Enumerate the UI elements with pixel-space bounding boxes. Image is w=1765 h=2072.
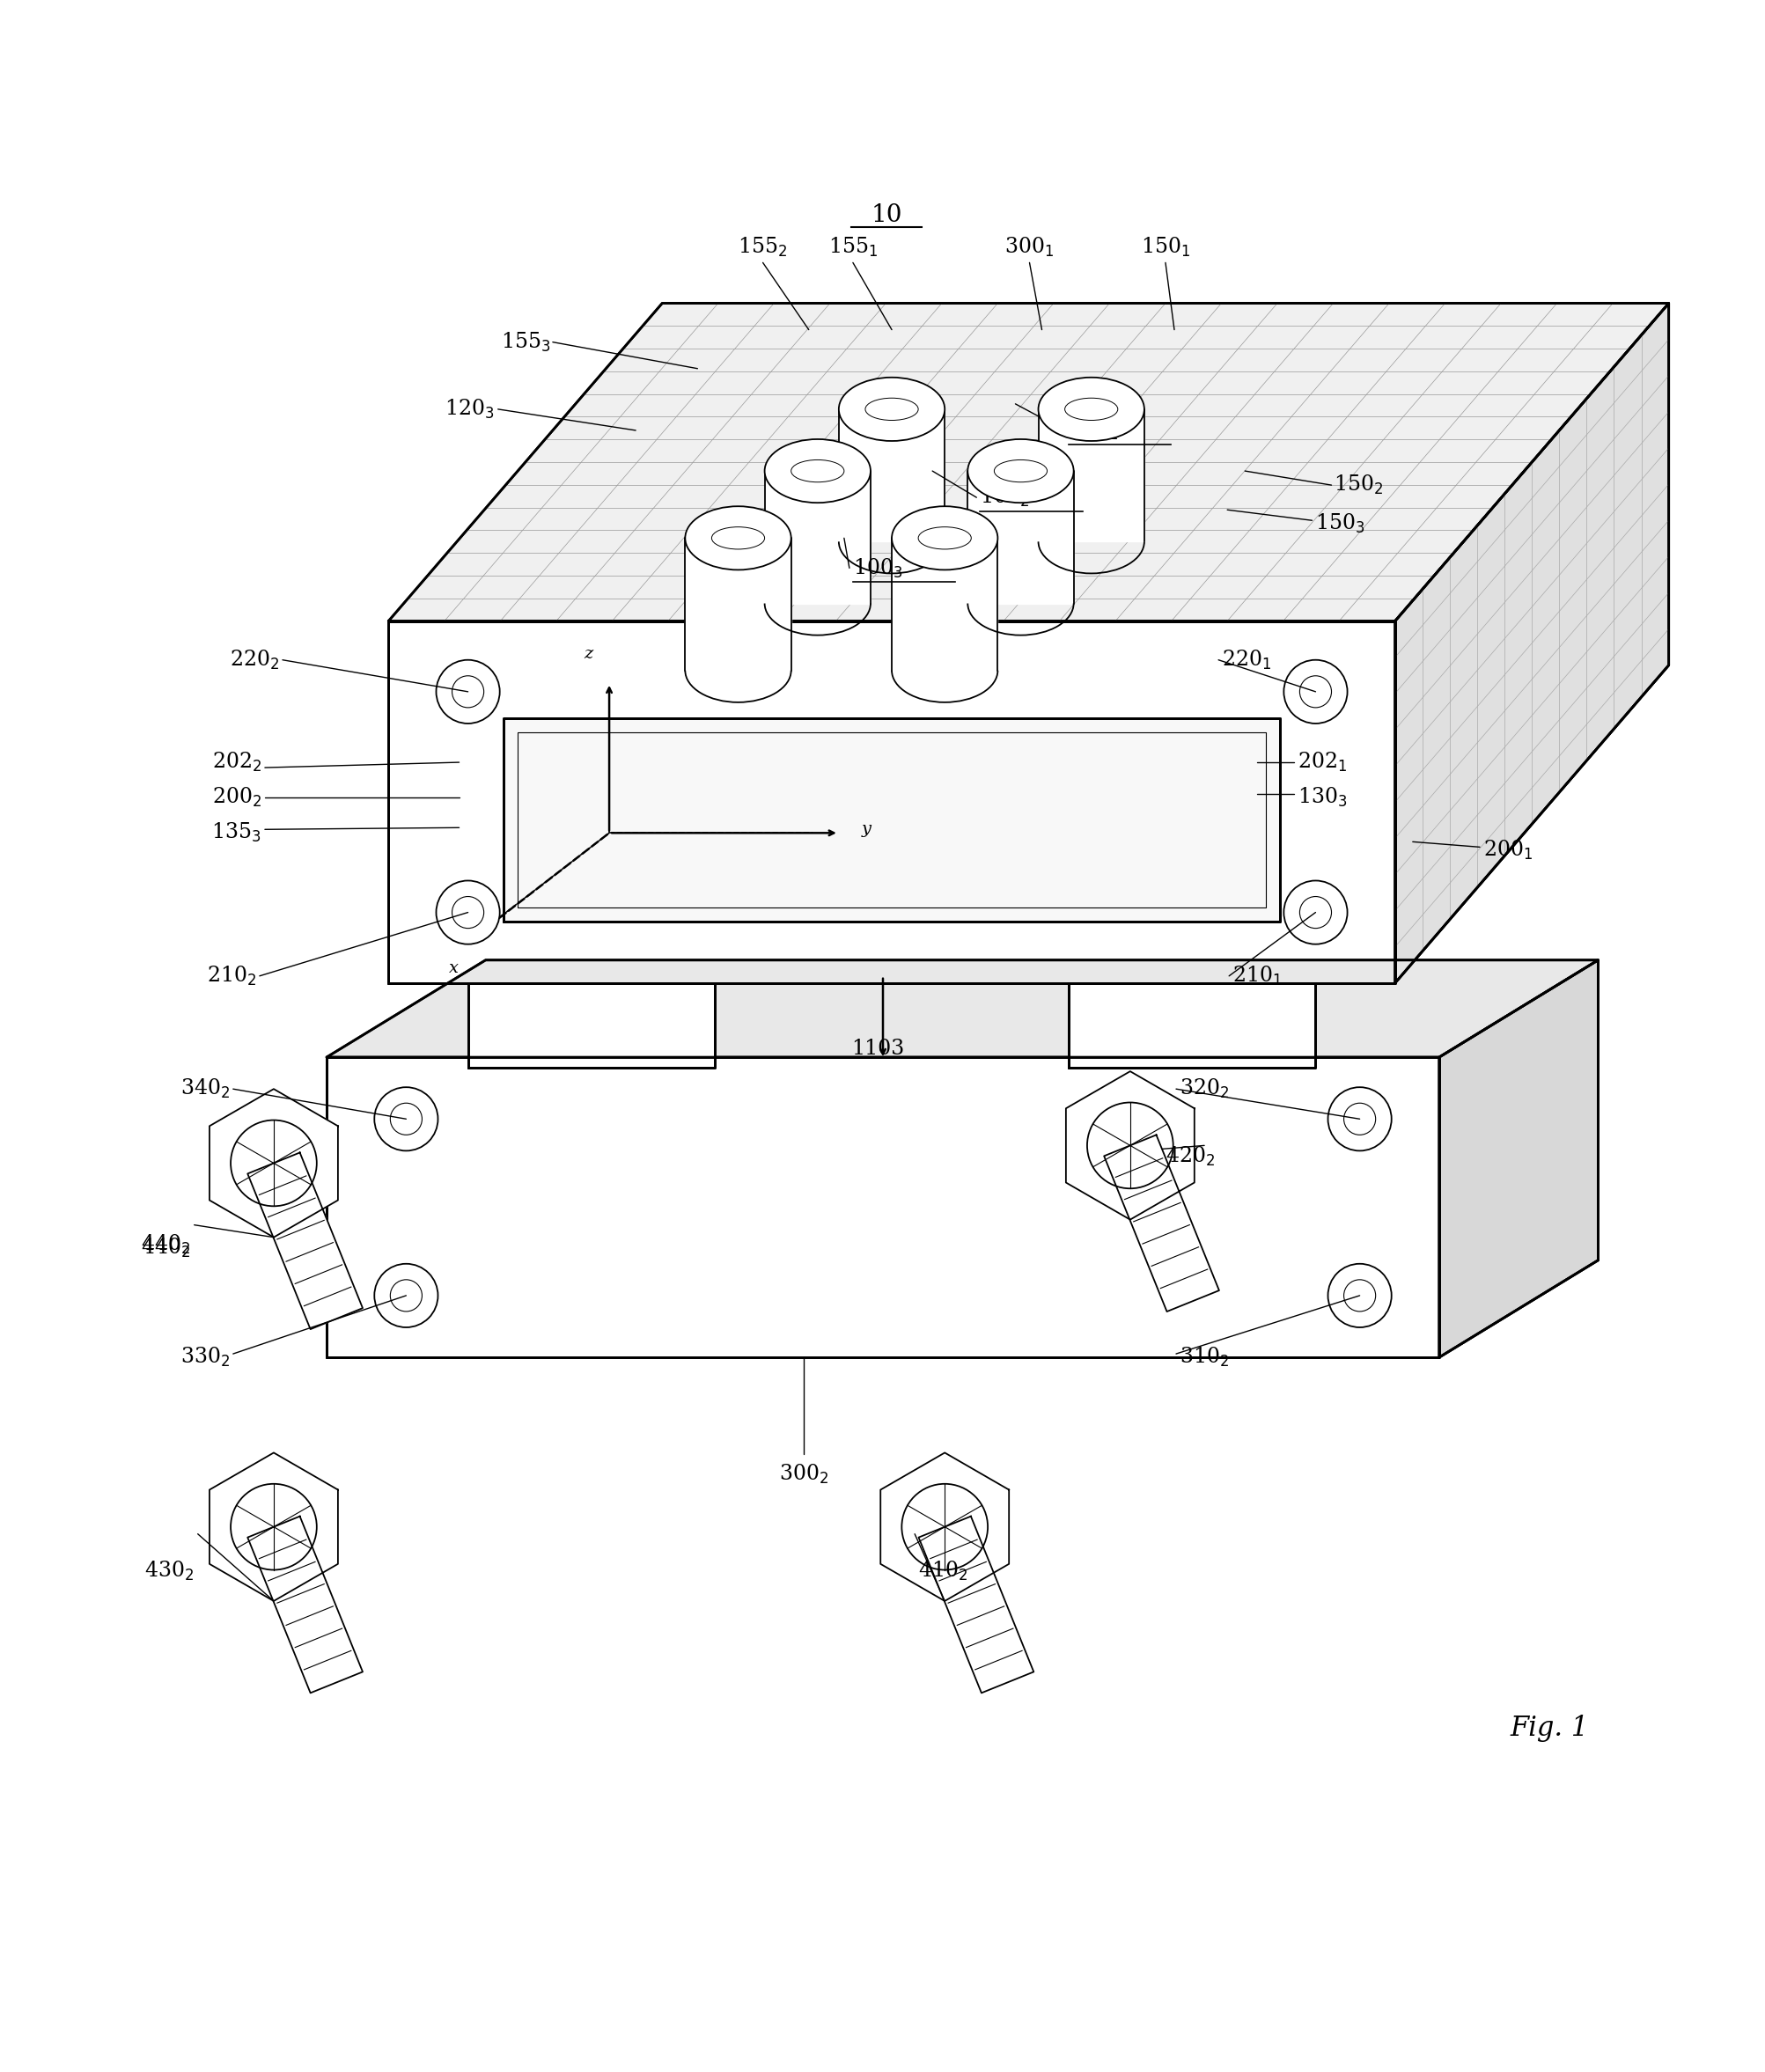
Polygon shape xyxy=(327,959,1597,1057)
Polygon shape xyxy=(210,1452,337,1602)
Polygon shape xyxy=(1066,1071,1193,1220)
Text: 202$_1$: 202$_1$ xyxy=(1297,750,1347,773)
Text: 150$_2$: 150$_2$ xyxy=(1333,474,1382,497)
Text: Fig. 1: Fig. 1 xyxy=(1509,1714,1587,1743)
Text: 220$_2$: 220$_2$ xyxy=(229,649,279,671)
Circle shape xyxy=(374,1088,438,1150)
Polygon shape xyxy=(327,1057,1438,1357)
Polygon shape xyxy=(891,539,997,671)
Text: 155$_3$: 155$_3$ xyxy=(501,332,551,354)
Text: 100$_3$: 100$_3$ xyxy=(852,557,902,580)
Text: 440$_2$: 440$_2$ xyxy=(141,1233,191,1256)
Polygon shape xyxy=(1394,303,1668,982)
Ellipse shape xyxy=(1038,377,1144,441)
Text: 220$_1$: 220$_1$ xyxy=(1221,649,1271,671)
Text: 1103: 1103 xyxy=(851,1038,904,1059)
Text: 430$_2$: 430$_2$ xyxy=(145,1560,194,1583)
Ellipse shape xyxy=(967,439,1073,503)
Polygon shape xyxy=(388,622,1394,982)
Text: 10: 10 xyxy=(870,203,902,226)
Polygon shape xyxy=(685,539,791,671)
Polygon shape xyxy=(247,1152,362,1330)
Polygon shape xyxy=(1103,1135,1218,1312)
Polygon shape xyxy=(210,1090,337,1237)
Circle shape xyxy=(436,881,499,945)
Polygon shape xyxy=(468,982,715,1067)
Ellipse shape xyxy=(764,439,870,503)
Circle shape xyxy=(1327,1264,1391,1328)
Text: 310$_2$: 310$_2$ xyxy=(1179,1347,1228,1370)
Polygon shape xyxy=(503,719,1280,922)
Circle shape xyxy=(436,659,499,723)
Polygon shape xyxy=(918,1517,1033,1693)
Ellipse shape xyxy=(838,377,944,441)
Text: 340$_2$: 340$_2$ xyxy=(180,1077,229,1100)
Text: 210$_1$: 210$_1$ xyxy=(1232,963,1281,988)
Polygon shape xyxy=(388,303,1668,622)
Text: 330$_2$: 330$_2$ xyxy=(180,1347,229,1370)
Text: y: y xyxy=(861,821,870,837)
Text: 200$_2$: 200$_2$ xyxy=(212,785,261,810)
Text: 155$_1$: 155$_1$ xyxy=(828,236,877,259)
Text: 300$_1$: 300$_1$ xyxy=(1004,236,1054,259)
Polygon shape xyxy=(1068,982,1315,1067)
Polygon shape xyxy=(1038,408,1144,541)
Circle shape xyxy=(1327,1088,1391,1150)
Text: 150$_1$: 150$_1$ xyxy=(1140,236,1190,259)
Ellipse shape xyxy=(891,506,997,570)
Text: 200$_1$: 200$_1$ xyxy=(1483,839,1532,862)
Text: 120$_3$: 120$_3$ xyxy=(445,398,494,421)
Text: 150$_3$: 150$_3$ xyxy=(1315,512,1364,535)
Text: 130$_3$: 130$_3$ xyxy=(1297,785,1347,810)
Polygon shape xyxy=(881,1452,1008,1602)
Text: 202$_2$: 202$_2$ xyxy=(212,750,261,773)
Text: 440$_2$: 440$_2$ xyxy=(141,1237,191,1260)
Polygon shape xyxy=(247,1517,362,1693)
Text: z: z xyxy=(582,646,593,661)
Text: x: x xyxy=(448,959,459,976)
Polygon shape xyxy=(838,408,944,541)
Circle shape xyxy=(1283,659,1347,723)
Text: 320$_2$: 320$_2$ xyxy=(1179,1077,1228,1100)
Text: 135$_3$: 135$_3$ xyxy=(212,821,261,845)
Text: 100$_2$: 100$_2$ xyxy=(980,487,1029,510)
Text: 410$_2$: 410$_2$ xyxy=(918,1560,967,1583)
Text: 420$_2$: 420$_2$ xyxy=(1165,1144,1214,1169)
Circle shape xyxy=(374,1264,438,1328)
Polygon shape xyxy=(1438,959,1597,1357)
Polygon shape xyxy=(764,470,870,603)
Text: 210$_2$: 210$_2$ xyxy=(207,963,256,988)
Circle shape xyxy=(1283,881,1347,945)
Text: 100$_1$: 100$_1$ xyxy=(1068,419,1117,441)
Ellipse shape xyxy=(685,506,791,570)
Polygon shape xyxy=(967,470,1073,603)
Text: 155$_2$: 155$_2$ xyxy=(738,236,787,259)
Text: 300$_2$: 300$_2$ xyxy=(778,1463,828,1486)
